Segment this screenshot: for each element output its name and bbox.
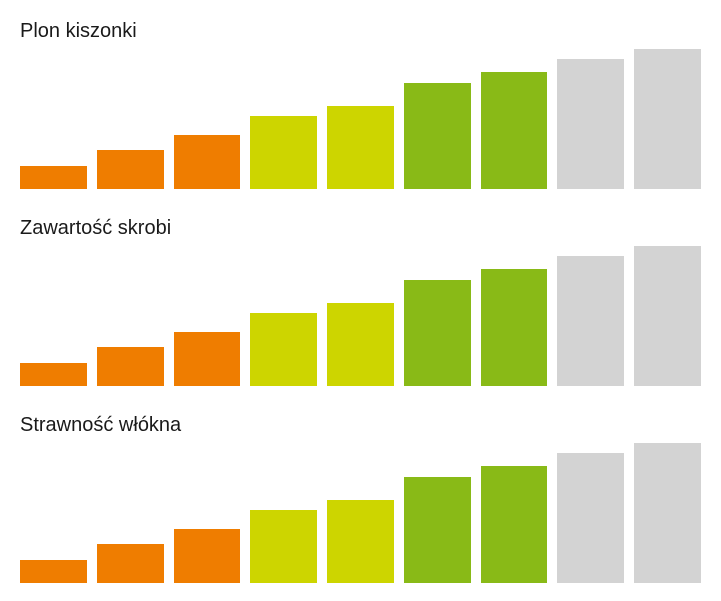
bar xyxy=(634,49,701,189)
bar xyxy=(404,477,471,583)
charts-container: Plon kiszonki Zawartość skrobi Strawność w… xyxy=(20,20,701,583)
bar xyxy=(250,116,317,189)
bar xyxy=(481,72,548,189)
bar xyxy=(174,332,241,386)
bar xyxy=(557,256,624,386)
chart-title: Strawność włókna xyxy=(20,414,701,437)
bar xyxy=(97,150,164,189)
chart-title: Zawartość skrobi xyxy=(20,217,701,240)
bar xyxy=(174,135,241,189)
bar xyxy=(327,303,394,386)
chart-group: Zawartość skrobi xyxy=(20,217,701,386)
bar xyxy=(481,269,548,386)
bar xyxy=(250,510,317,583)
bar xyxy=(404,280,471,386)
chart-group: Strawność włókna xyxy=(20,414,701,583)
chart-title: Plon kiszonki xyxy=(20,20,701,43)
bar xyxy=(404,83,471,189)
bar xyxy=(557,59,624,189)
bar xyxy=(634,246,701,386)
bar xyxy=(634,443,701,583)
bar xyxy=(557,453,624,583)
bar xyxy=(327,500,394,583)
bars-row xyxy=(20,49,701,189)
bar xyxy=(327,106,394,189)
bar xyxy=(97,347,164,386)
bars-row xyxy=(20,443,701,583)
bar xyxy=(20,166,87,189)
bar xyxy=(250,313,317,386)
bar xyxy=(174,529,241,583)
bar xyxy=(97,544,164,583)
bar xyxy=(20,363,87,386)
chart-group: Plon kiszonki xyxy=(20,20,701,189)
bar xyxy=(481,466,548,583)
bar xyxy=(20,560,87,583)
bars-row xyxy=(20,246,701,386)
